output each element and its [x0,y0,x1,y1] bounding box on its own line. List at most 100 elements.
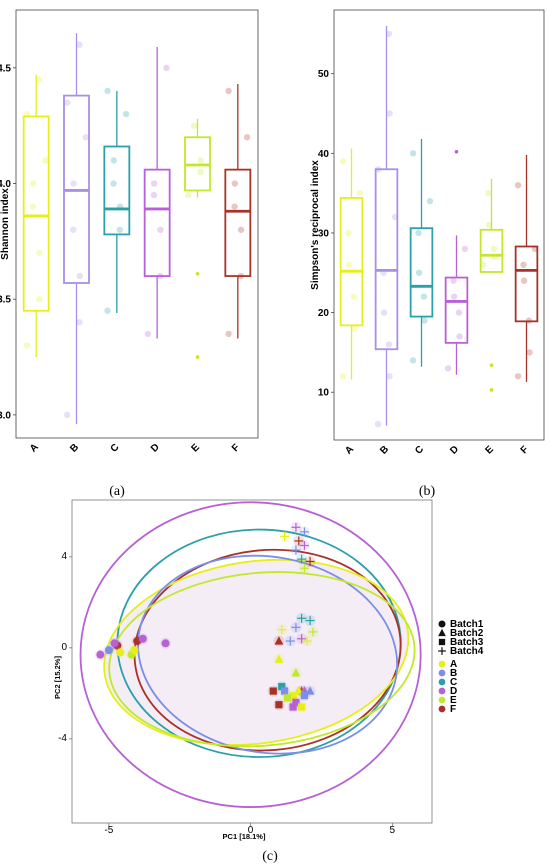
data-point [76,272,83,280]
y-tick-label: 3.5 [0,295,11,306]
data-point [415,229,422,237]
scatter-point [308,627,318,637]
confidence-ellipse-B [137,554,399,755]
confidence-ellipse-D [79,501,422,808]
data-point [76,41,83,48]
y-tick-label: 4.5 [0,63,11,74]
caption-c: (c) [262,849,278,864]
scatter-point [104,646,113,655]
y-tick-label: 10 [318,388,330,399]
scatter-point [110,639,119,648]
scatter-point [275,701,283,709]
data-point [421,317,428,324]
box-E [184,118,211,359]
box-body [514,245,539,323]
legend-label: B [450,668,457,679]
outlier-point [489,388,494,392]
scatter-point [292,698,300,707]
data-point [122,110,130,118]
legend-swatch [438,696,446,704]
data-point [339,158,347,165]
y-tick-label: -4 [58,733,67,744]
data-point [157,226,164,233]
data-point [197,157,204,164]
box-E [479,178,504,392]
legend-label: Batch2 [450,628,484,639]
data-point [42,157,49,164]
x-tick-label: B [378,444,391,457]
box-C [409,139,434,367]
data-point [163,64,170,72]
caption-b: (b) [419,484,436,499]
scatter-point [291,545,301,555]
x-tick-label: E [483,444,496,457]
data-point [520,277,528,284]
x-tick-label: E [189,442,202,455]
box-A [339,148,364,380]
box-C [103,87,131,314]
box-F [224,84,252,339]
data-point [225,87,232,95]
y-axis-label: Shannon index [0,188,11,260]
data-point [485,189,492,197]
scatter-point [297,634,307,644]
data-point [450,277,457,284]
data-point [225,330,232,338]
outlier-point [454,149,459,154]
legend-swatch [438,660,446,668]
y-tick-label: 4.0 [0,179,11,190]
scatter-point [269,687,277,695]
data-point [70,226,77,233]
scatter-point [289,692,297,700]
scatter-point [300,692,309,700]
data-point [386,373,393,380]
y-tick-label: 4 [61,551,67,562]
data-point [386,110,393,117]
data-point [409,150,417,157]
y-axis-label: PC2 [15.2%] [53,656,62,699]
data-point [64,411,71,419]
scatter-point [130,646,139,655]
data-point [185,191,192,199]
data-point [339,373,347,380]
confidence-ellipse-F [133,548,402,752]
legend-label: A [450,659,457,670]
ellipse-fill [104,559,409,745]
scatter-point [274,654,284,663]
confidence-ellipse-A [103,558,410,746]
y-tick-label: 50 [318,69,330,80]
data-point [35,295,43,303]
data-point [415,269,423,276]
scatter-point [277,625,287,635]
data-point [461,245,469,253]
data-point [350,293,358,300]
data-point [191,122,198,129]
scatter-point [283,694,292,702]
data-point [420,293,428,300]
legend-swatch [438,705,446,713]
legend-marker [438,638,446,646]
scatter-point [116,648,125,657]
data-point [514,181,522,189]
scatter-point [298,703,306,711]
boxplot-a: 3.0 3.5 4.0 4.5 Shannon index A B C D E F [0,9,259,455]
scatter-point [291,522,301,532]
legend-label: Batch3 [450,637,484,648]
legend-label: F [450,704,456,715]
scatter-point [161,639,170,648]
x-tick-label: D [149,442,162,455]
data-point [345,261,353,269]
y-tick-label: 3.0 [0,410,11,421]
data-point [450,293,458,300]
scatter-point [278,682,286,691]
data-point [526,349,533,356]
scatter-point [297,613,307,623]
box-body [224,168,252,277]
data-point [231,180,239,187]
x-tick-label: F [230,442,242,454]
data-point [23,342,31,349]
legend-swatch [438,669,446,677]
scatter-point [300,563,309,573]
scatter-point [302,636,312,646]
boxplot-b: 10 20 30 40 50 Simpson's reciprocal index A B C D… [310,9,545,457]
